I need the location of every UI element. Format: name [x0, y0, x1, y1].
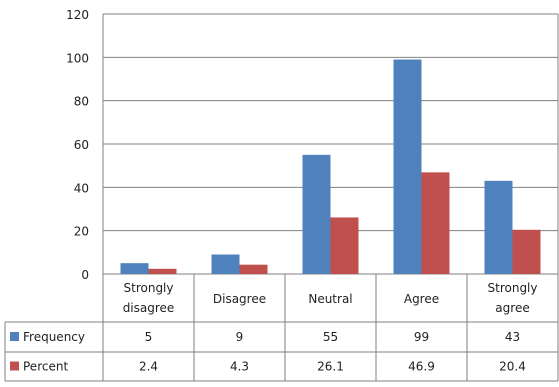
data-label: 55: [323, 330, 338, 344]
y-tick-label: 60: [74, 138, 89, 152]
data-label: 5: [145, 330, 153, 344]
bar-frequency-2: [302, 154, 331, 274]
bar-percent-0: [148, 268, 177, 274]
legend-label: Frequency: [23, 330, 85, 344]
bar-percent-1: [239, 264, 268, 274]
bar-frequency-0: [120, 263, 149, 274]
y-tick-label: 80: [74, 95, 89, 109]
bar-percent-4: [512, 229, 541, 274]
category-label: Strongly: [488, 281, 538, 295]
category-label: agree: [495, 301, 529, 315]
legend-label: Percent: [23, 360, 68, 374]
data-label: 26.1: [317, 360, 344, 374]
y-tick-label: 40: [74, 181, 89, 195]
category-label: Disagree: [213, 292, 266, 306]
data-label: 43: [505, 330, 520, 344]
category-label: Strongly: [124, 281, 174, 295]
data-label: 20.4: [499, 360, 526, 374]
bar-frequency-1: [211, 254, 240, 274]
bar-percent-3: [421, 172, 450, 274]
y-tick-label: 0: [81, 268, 89, 282]
legend-key-frequency: [10, 332, 19, 341]
category-label: Agree: [404, 292, 439, 306]
data-label: 99: [414, 330, 429, 344]
data-label: 2.4: [139, 360, 158, 374]
category-label: Neutral: [308, 292, 352, 306]
data-label: 9: [236, 330, 244, 344]
y-tick-label: 120: [66, 8, 89, 22]
data-label: 4.3: [230, 360, 249, 374]
y-tick-label: 100: [66, 51, 89, 65]
data-label: 46.9: [408, 360, 435, 374]
legend-key-percent: [10, 361, 19, 371]
bar-percent-2: [330, 217, 359, 274]
category-label: disagree: [123, 301, 175, 315]
y-tick-label: 20: [74, 225, 89, 239]
bar-frequency-3: [393, 59, 422, 274]
bar-frequency-4: [484, 180, 513, 274]
